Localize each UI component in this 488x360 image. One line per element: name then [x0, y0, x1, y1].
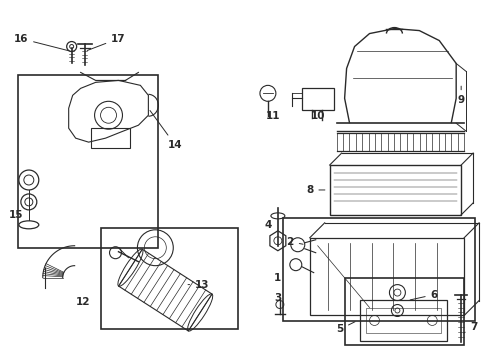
Text: 2: 2: [286, 237, 303, 247]
Text: 13: 13: [187, 280, 209, 289]
Text: 14: 14: [150, 111, 182, 150]
Text: 7: 7: [463, 323, 477, 333]
Bar: [301, 88, 333, 110]
Text: 16: 16: [14, 33, 69, 51]
Text: 4: 4: [264, 220, 271, 230]
Text: 15: 15: [9, 210, 23, 220]
Text: 8: 8: [305, 185, 324, 195]
Text: 11: 11: [265, 111, 280, 121]
Bar: [101, 228, 238, 329]
Bar: [329, 165, 460, 215]
Text: 12: 12: [75, 297, 90, 306]
Bar: [282, 218, 474, 321]
Bar: [365, 307, 440, 333]
Bar: [359, 300, 447, 341]
Text: 5: 5: [335, 322, 354, 334]
Text: 6: 6: [409, 289, 437, 300]
Text: 1: 1: [274, 273, 281, 283]
Bar: [309, 238, 463, 315]
Text: 17: 17: [87, 33, 125, 50]
Bar: [18, 75, 158, 248]
Bar: [344, 278, 463, 345]
Text: 3: 3: [274, 293, 281, 302]
Text: 9: 9: [457, 86, 464, 105]
Text: 10: 10: [310, 111, 325, 121]
